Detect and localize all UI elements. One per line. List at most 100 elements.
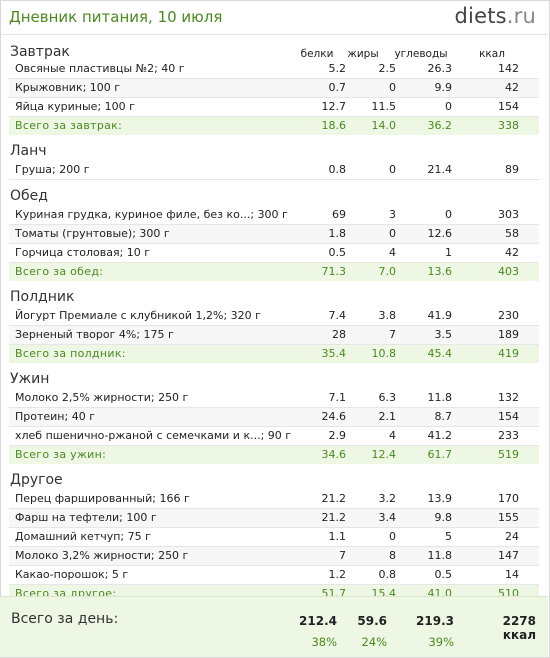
column-header: Завтрак белки жиры углеводы ккал: [0, 40, 548, 60]
food-protein: 7.4: [328, 309, 347, 322]
food-row[interactable]: Молоко 3,2% жирности; 250 г 7 8 11.8 147: [9, 547, 539, 566]
food-carbs: 5: [445, 530, 452, 543]
logo-name: diets: [454, 4, 507, 28]
meal-title: Завтрак: [10, 44, 70, 60]
food-carbs: 13.9: [427, 492, 453, 505]
food-fat: 0.8: [378, 568, 397, 581]
meal-title: Ланч: [10, 143, 47, 159]
food-kcal: 42: [505, 246, 519, 259]
food-kcal: 154: [498, 410, 519, 423]
food-carbs: 11.8: [427, 549, 453, 562]
food-row[interactable]: Фарш на тефтели; 100 г 21.2 3.4 9.8 155: [9, 509, 539, 528]
meal-total-label: Всего за завтрак:: [15, 119, 123, 132]
food-name: Перец фаршированный; 166 г: [15, 492, 190, 505]
food-fat: 2.5: [378, 62, 397, 75]
food-row[interactable]: Яйца куриные; 100 г 12.7 11.5 0 154: [9, 98, 539, 117]
meal-total-kcal: 338: [498, 119, 519, 132]
food-kcal: 170: [498, 492, 519, 505]
food-protein: 21.2: [321, 511, 347, 524]
food-fat: 4: [389, 246, 396, 259]
meal-total-row: Всего за обед: 71.3 7.0 13.6 403: [9, 263, 539, 281]
food-name: Фарш на тефтели; 100 г: [15, 511, 157, 524]
carbs-header: углеводы: [394, 48, 448, 60]
food-name: Крыжовник; 100 г: [15, 81, 121, 94]
food-name: Томаты (грунтовые); 300 г: [15, 227, 170, 240]
food-row[interactable]: Куриная грудка, куриное филе, без ко...;…: [9, 206, 539, 225]
header: Дневник питания, 10 июля diets.ru: [0, 0, 548, 35]
food-row[interactable]: Домашний кетчуп; 75 г 1.1 0 5 24: [9, 528, 539, 547]
meal-total-protein: 35.4: [321, 347, 347, 360]
food-fat: 0: [389, 530, 396, 543]
food-row[interactable]: Горчица столовая; 10 г 0.5 4 1 42: [9, 244, 539, 263]
food-protein: 0.5: [328, 246, 347, 259]
meal-total-label: Всего за ужин:: [15, 448, 107, 461]
meal-section: Ужин Молоко 2,5% жирности; 250 г 7.1 6.3 11.…: [0, 369, 548, 470]
food-kcal: 14: [505, 568, 519, 581]
food-carbs: 1: [445, 246, 452, 259]
food-fat: 3.8: [378, 309, 397, 322]
meal-total-fat: 14.0: [371, 119, 397, 132]
food-fat: 11.5: [371, 100, 397, 113]
meal-total-fat: 7.0: [378, 265, 397, 278]
food-row[interactable]: Протеин; 40 г 24.6 2.1 8.7 154: [9, 408, 539, 427]
day-kcal: 2278 ккал: [502, 614, 536, 642]
food-protein: 1.2: [328, 568, 347, 581]
food-row[interactable]: Крыжовник; 100 г 0.7 0 9.9 42: [9, 79, 539, 98]
food-carbs: 3.5: [434, 328, 453, 341]
food-fat: 3: [389, 208, 396, 221]
food-kcal: 189: [498, 328, 519, 341]
food-row[interactable]: Груша; 200 г 0.8 0 21.4 89: [9, 161, 539, 180]
day-protein: 212.4: [299, 614, 337, 628]
food-row[interactable]: Молоко 2,5% жирности; 250 г 7.1 6.3 11.8 132: [9, 389, 539, 408]
page-title: Дневник питания, 10 июля: [9, 8, 223, 26]
food-kcal: 89: [505, 163, 519, 176]
food-kcal: 155: [498, 511, 519, 524]
food-row[interactable]: Перец фаршированный; 166 г 21.2 3.2 13.9 170: [9, 490, 539, 509]
food-carbs: 41.9: [427, 309, 453, 322]
day-fat: 59.6: [357, 614, 387, 628]
food-protein: 28: [332, 328, 346, 341]
food-fat: 3.4: [378, 511, 397, 524]
meal-title: Полдник: [10, 289, 75, 305]
logo-tld: .ru: [506, 4, 536, 28]
food-protein: 12.7: [321, 100, 347, 113]
meal-total-label: Всего за обед:: [15, 265, 104, 278]
meal-total-fat: 10.8: [371, 347, 397, 360]
meal-total-carbs: 61.7: [427, 448, 453, 461]
food-name: Груша; 200 г: [15, 163, 90, 176]
food-fat: 4: [389, 429, 396, 442]
food-protein: 1.8: [328, 227, 347, 240]
food-protein: 24.6: [321, 410, 347, 423]
site-logo[interactable]: diets.ru: [455, 4, 536, 28]
meal-total-row: Всего за ужин: 34.6 12.4 61.7 519: [9, 446, 539, 464]
food-row[interactable]: Томаты (грунтовые); 300 г 1.8 0 12.6 58: [9, 225, 539, 244]
food-fat: 7: [389, 328, 396, 341]
food-name: Какао-порошок; 5 г: [15, 568, 129, 581]
meal-total-protein: 71.3: [321, 265, 347, 278]
food-row[interactable]: Какао-порошок; 5 г 1.2 0.8 0.5 14: [9, 566, 539, 585]
food-carbs: 12.6: [427, 227, 453, 240]
meal-total-label: Всего за полдник:: [15, 347, 126, 360]
meal-section: Ланч Груша; 200 г 0.8 0 21.4 89: [0, 141, 548, 186]
food-row[interactable]: Йогурт Премиале с клубникой 1,2%; 320 г 7…: [9, 307, 539, 326]
day-total-label: Всего за день:: [11, 611, 119, 627]
food-fat: 3.2: [378, 492, 397, 505]
meal-total-kcal: 519: [498, 448, 519, 461]
food-kcal: 303: [498, 208, 519, 221]
food-row[interactable]: Зерненый творог 4%; 175 г 28 7 3.5 189: [9, 326, 539, 345]
food-row[interactable]: Овсяные пластивцы №2; 40 г 5.2 2.5 26.3 142: [9, 60, 539, 79]
food-protein: 0.8: [328, 163, 347, 176]
protein-header: белки: [300, 48, 334, 60]
meal-section: Полдник Йогурт Премиале с клубникой 1,2%;…: [0, 287, 548, 369]
meal-section: Завтрак белки жиры углеводы ккал Овсяные плас…: [0, 40, 548, 141]
food-protein: 1.1: [328, 530, 347, 543]
kcal-header: ккал: [479, 48, 505, 60]
food-name: Зерненый творог 4%; 175 г: [15, 328, 174, 341]
food-row[interactable]: хлеб пшенично-ржаной с семечками и к...;…: [9, 427, 539, 446]
day-fat-pct: 24%: [361, 635, 387, 649]
meal-total-carbs: 13.6: [427, 265, 453, 278]
food-name: Яйца куриные; 100 г: [15, 100, 135, 113]
food-carbs: 0: [445, 208, 452, 221]
meal-total-row: Всего за завтрак: 18.6 14.0 36.2 338: [9, 117, 539, 135]
food-name: Куриная грудка, куриное филе, без ко...;…: [15, 208, 288, 221]
